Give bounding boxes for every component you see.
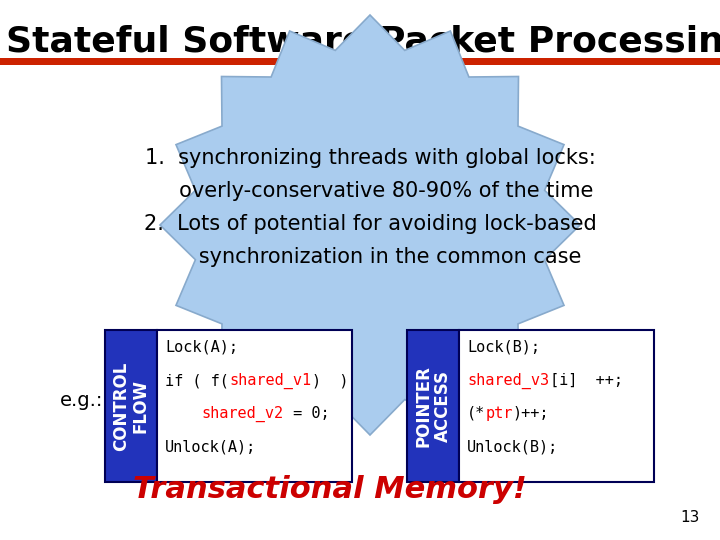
- Text: 1.  synchronizing threads with global locks:: 1. synchronizing threads with global loc…: [145, 148, 595, 168]
- FancyBboxPatch shape: [0, 58, 720, 65]
- Text: = 0;: = 0;: [284, 406, 330, 421]
- Text: Lock(A);: Lock(A);: [165, 340, 238, 355]
- Text: (*: (*: [467, 406, 485, 421]
- Text: Lock(B);: Lock(B);: [467, 340, 540, 355]
- Text: if ( f(: if ( f(: [165, 373, 229, 388]
- FancyBboxPatch shape: [0, 0, 720, 63]
- Text: )++;: )++;: [513, 406, 549, 421]
- Text: shared_v2: shared_v2: [202, 406, 284, 422]
- Text: Stateful Software Packet Processing: Stateful Software Packet Processing: [6, 25, 720, 59]
- Text: e.g.:: e.g.:: [60, 390, 104, 409]
- Text: overly-conservative 80-90% of the time: overly-conservative 80-90% of the time: [146, 181, 594, 201]
- FancyBboxPatch shape: [459, 330, 654, 482]
- Text: shared_v1: shared_v1: [229, 373, 311, 389]
- Text: synchronization in the common case: synchronization in the common case: [159, 247, 581, 267]
- Text: CONTROL
FLOW: CONTROL FLOW: [112, 361, 150, 451]
- Polygon shape: [160, 15, 580, 435]
- Text: shared_v3: shared_v3: [467, 373, 549, 389]
- FancyBboxPatch shape: [157, 330, 352, 482]
- Text: POINTER
ACCESS: POINTER ACCESS: [414, 365, 451, 447]
- Text: 13: 13: [680, 510, 700, 525]
- Text: Transactional Memory!: Transactional Memory!: [133, 476, 527, 504]
- Text: Unlock(A);: Unlock(A);: [165, 439, 256, 454]
- Text: ptr: ptr: [485, 406, 513, 421]
- Text: )  ): ) ): [312, 373, 348, 388]
- Text: 2.  Lots of potential for avoiding lock-based: 2. Lots of potential for avoiding lock-b…: [143, 214, 596, 234]
- Text: Unlock(B);: Unlock(B);: [467, 439, 558, 454]
- Text: [i]  ++;: [i] ++;: [549, 373, 623, 388]
- FancyBboxPatch shape: [407, 330, 459, 482]
- FancyBboxPatch shape: [105, 330, 157, 482]
